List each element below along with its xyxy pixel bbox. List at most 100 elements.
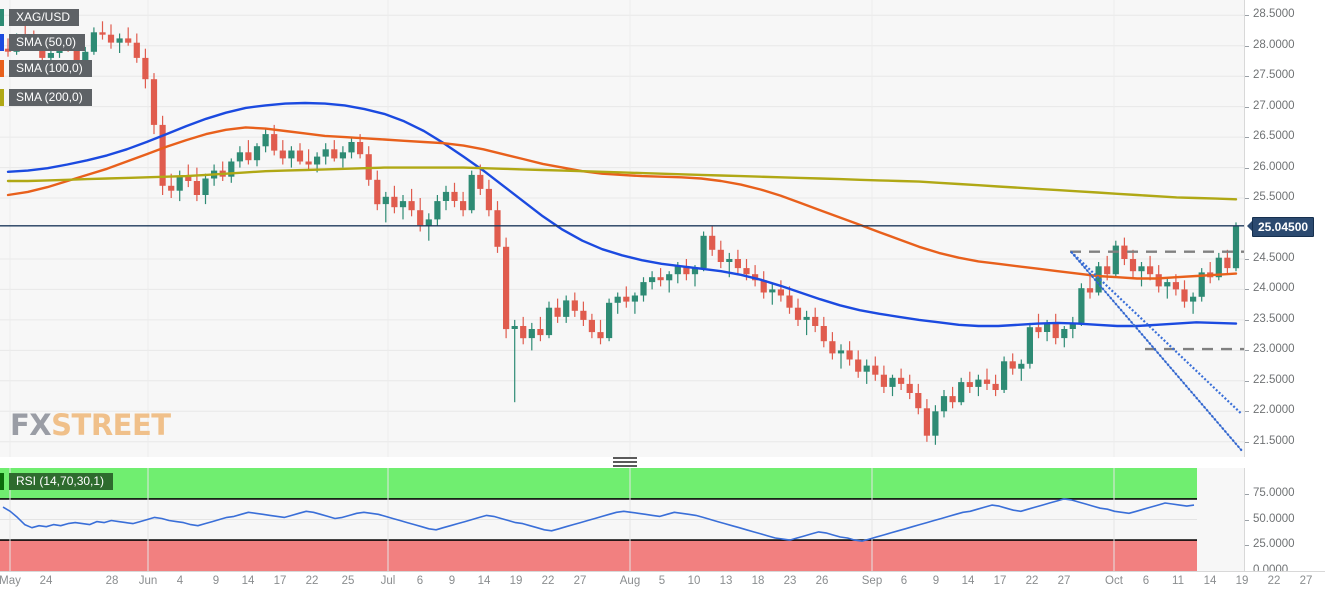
date-tick-label: 19	[1235, 575, 1249, 587]
price-tick-label: 25.5000	[1253, 191, 1295, 204]
price-tick-label: 28.0000	[1253, 38, 1295, 51]
watermark-street: STREET	[51, 408, 171, 442]
price-tick-mark	[1244, 258, 1249, 260]
rsi-tick-mark	[1244, 493, 1249, 495]
date-tick-label: 23	[783, 575, 797, 587]
price-tick-label: 26.5000	[1253, 130, 1295, 143]
price-chart-panel[interactable]	[0, 0, 1244, 457]
price-tick-mark	[1244, 167, 1249, 169]
rsi-tick-label: 50.0000	[1253, 512, 1295, 525]
price-tick-mark	[1244, 319, 1249, 321]
price-tick-mark	[1244, 380, 1249, 382]
date-tick-label: 22	[541, 575, 555, 587]
price-tick-label: 28.5000	[1253, 8, 1295, 21]
rsi-gutter	[1197, 468, 1244, 571]
date-tick-label: 6	[900, 575, 908, 587]
price-tick-label: 23.0000	[1253, 343, 1295, 356]
price-tick-mark	[1244, 441, 1249, 443]
price-tick-mark	[1244, 15, 1249, 17]
price-badge-arrow	[1247, 220, 1252, 231]
date-tick-label: 6	[1142, 575, 1150, 587]
date-tick-label: 9	[932, 575, 940, 587]
date-tick-label: May	[0, 575, 21, 587]
rsi-chart-panel[interactable]	[0, 468, 1197, 571]
rsi-tick-mark	[1244, 519, 1249, 521]
date-tick-label: 24	[39, 575, 53, 587]
price-chart-canvas	[0, 0, 1244, 457]
rsi-tick-label: 25.0000	[1253, 538, 1295, 551]
legend-item-sma200[interactable]: SMA (200,0)	[0, 89, 92, 106]
legend-swatch-rsi	[0, 473, 4, 490]
date-tick-label: 18	[751, 575, 765, 587]
date-tick-label: 9	[212, 575, 220, 587]
rsi-tick-label: 75.0000	[1253, 486, 1295, 499]
date-tick-label: 10	[687, 575, 701, 587]
date-tick-label: 27	[1057, 575, 1071, 587]
date-tick-label: 4	[176, 575, 184, 587]
price-tick-label: 27.0000	[1253, 99, 1295, 112]
date-tick-label: Aug	[619, 575, 641, 587]
price-tick-label: 27.5000	[1253, 69, 1295, 82]
legend-swatch-sma100	[0, 60, 4, 77]
date-tick-label: 22	[1267, 575, 1281, 587]
price-tick-label: 23.5000	[1253, 312, 1295, 325]
date-tick-label: 14	[477, 575, 491, 587]
rsi-axis-divider	[1244, 468, 1245, 571]
price-tick-mark	[1244, 350, 1249, 352]
date-tick-label: 14	[961, 575, 975, 587]
price-tick-label: 22.5000	[1253, 373, 1295, 386]
legend-item-symbol[interactable]: XAG/USD	[0, 9, 80, 26]
date-tick-label: 5	[658, 575, 666, 587]
price-tick-mark	[1244, 411, 1249, 413]
rsi-axis: 75.0000 50.0000 25.0000 0.0000	[1244, 468, 1325, 576]
date-tick-label: 17	[993, 575, 1007, 587]
price-axis-divider	[1244, 0, 1245, 457]
date-tick-label: 22	[1025, 575, 1039, 587]
date-axis-divider	[0, 571, 1325, 572]
price-tick-label: 21.5000	[1253, 434, 1295, 447]
date-tick-label: 11	[1172, 575, 1184, 587]
date-tick-label: 22	[305, 575, 319, 587]
date-tick-label: 13	[719, 575, 733, 587]
legend-item-sma50[interactable]: SMA (50,0)	[0, 34, 86, 51]
rsi-tick-mark	[1244, 545, 1249, 547]
legend-item-sma100[interactable]: SMA (100,0)	[0, 60, 92, 77]
price-tick-label: 22.0000	[1253, 404, 1295, 417]
date-tick-label: Oct	[1105, 575, 1123, 587]
price-tick-mark	[1244, 76, 1249, 78]
date-axis: May 24 28 Jun 4 9 14 17 22 25 Jul 6 9 14 19 22 27 Aug 5 10 1…	[0, 571, 1325, 593]
date-tick-label: 25	[341, 575, 355, 587]
panel-resize-handle[interactable]	[613, 457, 637, 468]
legend-item-rsi[interactable]: RSI (14,70,30,1)	[0, 473, 114, 490]
legend-swatch-sma50	[0, 34, 4, 51]
date-tick-label: 27	[573, 575, 587, 587]
legend-swatch-symbol	[0, 9, 4, 26]
date-tick-label: Jun	[138, 575, 158, 587]
date-tick-label: 14	[1203, 575, 1217, 587]
date-tick-label: 19	[509, 575, 523, 587]
price-tick-mark	[1244, 106, 1249, 108]
price-tick-mark	[1244, 45, 1249, 47]
date-tick-label: 14	[241, 575, 255, 587]
date-tick-label: 6	[416, 575, 424, 587]
price-tick-label: 24.5000	[1253, 251, 1295, 264]
legend-label-rsi: RSI (14,70,30,1)	[9, 473, 114, 490]
date-tick-label: 26	[815, 575, 829, 587]
price-tick-mark	[1244, 289, 1249, 291]
watermark-fx: FX	[10, 408, 52, 442]
date-tick-label: Sep	[861, 575, 883, 587]
price-tick-mark	[1244, 137, 1249, 139]
legend-label-sma50: SMA (50,0)	[9, 34, 86, 51]
date-tick-label: Jul	[380, 575, 396, 587]
rsi-chart-canvas	[0, 468, 1197, 571]
date-tick-label: 27	[1299, 575, 1313, 587]
legend-label-symbol: XAG/USD	[9, 9, 80, 26]
price-tick-label: 26.0000	[1253, 160, 1295, 173]
price-tick-mark	[1244, 198, 1249, 200]
date-tick-label: 28	[105, 575, 119, 587]
legend-label-sma100: SMA (100,0)	[9, 60, 92, 77]
current-price-badge: 25.04500	[1252, 216, 1315, 237]
legend-swatch-sma200	[0, 89, 4, 106]
date-tick-label: 9	[448, 575, 456, 587]
